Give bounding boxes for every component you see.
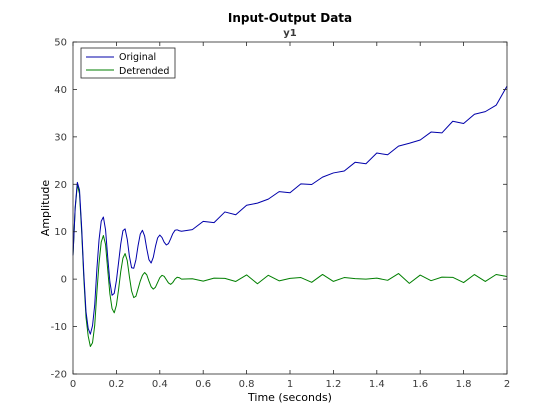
series-line-detrended xyxy=(72,184,508,347)
x-tick-label: 2 xyxy=(504,379,510,390)
series-line-original xyxy=(72,85,508,335)
y-tick-label: 40 xyxy=(54,85,67,96)
x-tick-label: 1.8 xyxy=(456,379,472,390)
x-tick-label: 1.6 xyxy=(412,379,428,390)
chart-title: Input-Output Data xyxy=(228,11,352,25)
x-tick-label: 0.6 xyxy=(195,379,211,390)
x-tick-label: 0 xyxy=(70,379,76,390)
tick-layer: 0 0.2 0.4 0.6 0.8 1 1.2 1.4 1.6 1.8 2 -20 -10 0 10 20 30… xyxy=(51,38,511,391)
y-tick-label: -10 xyxy=(51,322,67,333)
y-axis-label: Amplitude xyxy=(39,180,52,237)
legend: Original Detrended xyxy=(80,47,176,79)
y-tick-label: 20 xyxy=(54,180,67,191)
x-tick-label: 1 xyxy=(287,379,293,390)
x-axis-label: Time (seconds) xyxy=(247,391,332,404)
y-tick-label: 30 xyxy=(54,132,67,143)
x-tick-label: 0.8 xyxy=(239,379,255,390)
legend-label-original: Original xyxy=(119,52,156,63)
x-tick-label: 0.2 xyxy=(108,379,124,390)
x-tick-label: 1.2 xyxy=(325,379,341,390)
legend-box xyxy=(80,47,176,79)
y-tick-label: 50 xyxy=(54,38,67,49)
chart-subtitle: y1 xyxy=(283,28,297,39)
legend-label-detrended: Detrended xyxy=(119,66,169,77)
y-tick-label: 10 xyxy=(54,227,67,238)
y-tick-label: -20 xyxy=(51,370,67,381)
plot-area: 0 0.2 0.4 0.6 0.8 1 1.2 1.4 1.6 1.8 2 -20 -10 0 10 20 30… xyxy=(51,38,511,391)
series-layer xyxy=(72,85,508,347)
y-tick-label: 0 xyxy=(61,275,67,286)
x-tick-label: 0.4 xyxy=(152,379,168,390)
axes-background xyxy=(73,42,507,374)
x-tick-label: 1.4 xyxy=(369,379,385,390)
